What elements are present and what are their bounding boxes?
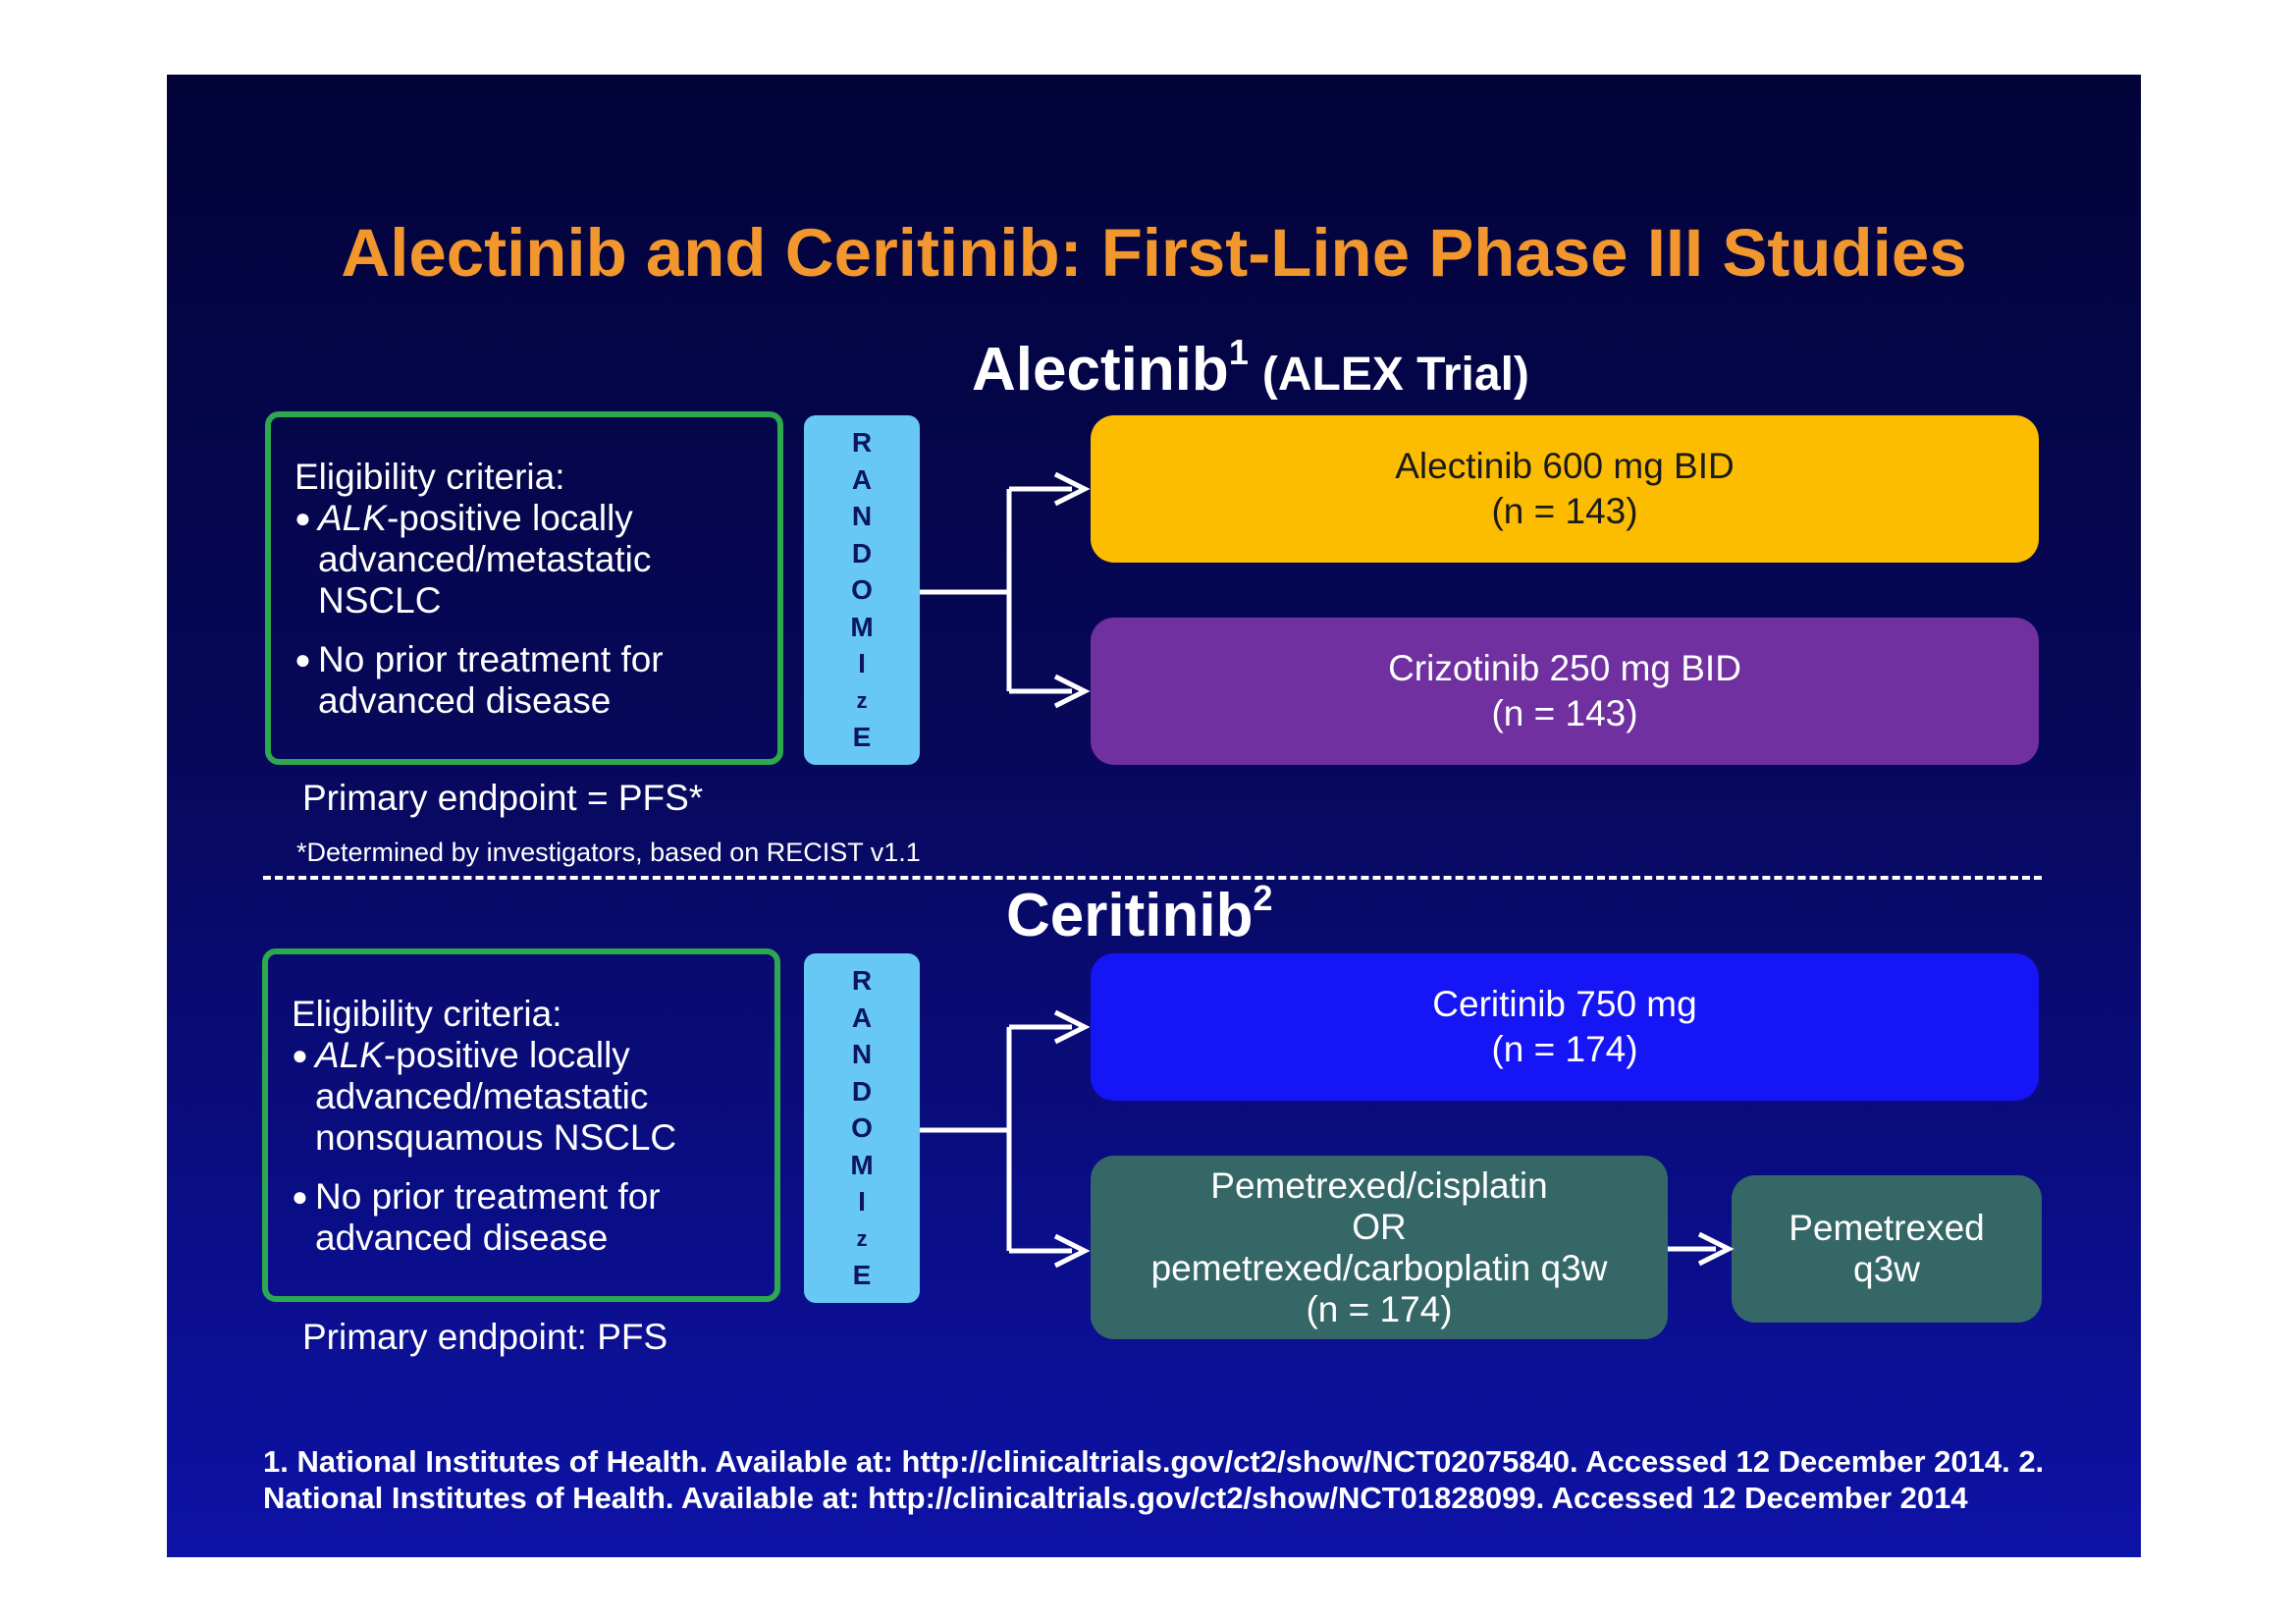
randomize-letter: M — [850, 1149, 874, 1180]
crizotinib-arm-box: Crizotinib 250 mg BID (n = 143) — [1091, 618, 2039, 765]
ceritinib-eligibility-box: Eligibility criteria: ● ALK-positive loc… — [262, 948, 780, 1302]
alectinib-arm-line1: Alectinib 600 mg BID — [1395, 446, 1735, 486]
slide-title: Alectinib and Ceritinib: First-Line Phas… — [341, 215, 1967, 291]
ceritinib-primary-endpoint: Primary endpoint: PFS — [302, 1317, 668, 1357]
alex-trial-heading: Alectinib1 (ALEX Trial) — [972, 332, 1529, 405]
ceritinib-heading-sup: 2 — [1253, 878, 1273, 918]
references: 1. National Institutes of Health. Availa… — [263, 1444, 2045, 1515]
chemo-arm-line3: pemetrexed/carboplatin q3w — [1150, 1247, 1608, 1288]
bullet-dot-icon: ● — [294, 644, 311, 675]
ceritinib-arm-box: Ceritinib 750 mg (n = 174) — [1091, 953, 2039, 1101]
alex-footnote: *Determined by investigators, based on R… — [296, 838, 921, 867]
alectinib-arm-line2: (n = 143) — [1491, 491, 1638, 531]
randomize-letter: O — [851, 1112, 873, 1144]
section-divider — [263, 876, 2042, 880]
ceritinib-arm-line1: Ceritinib 750 mg — [1432, 984, 1697, 1024]
arrowhead-icon — [1053, 674, 1091, 709]
ceritinib-bullet2-text: No prior treatment for advanced disease — [315, 1176, 661, 1258]
arrowhead-icon — [1053, 1233, 1091, 1269]
arrowhead-icon — [1053, 1009, 1091, 1045]
randomize-letter: E — [852, 1260, 872, 1291]
chemo-arm-line1: Pemetrexed/cisplatin — [1210, 1164, 1548, 1206]
pemetrexed-maintenance-box: Pemetrexed q3w — [1732, 1175, 2042, 1323]
ceritinib-eligibility-label: Eligibility criteria: — [292, 994, 562, 1034]
ceritinib-trial-heading: Ceritinib2 — [1006, 878, 1272, 950]
bullet-dot-icon: ● — [292, 1040, 308, 1070]
chemo-arm-line4: (n = 174) — [1306, 1288, 1453, 1329]
randomize-letter: R — [851, 427, 873, 459]
slide: Alectinib and Ceritinib: First-Line Phas… — [167, 75, 2141, 1557]
alex-heading-paren: (ALEX Trial) — [1261, 349, 1529, 401]
alex-alk-text: ALK — [318, 498, 387, 538]
alex-eligibility-label: Eligibility criteria: — [294, 457, 565, 497]
chemo-arm-line2: OR — [1352, 1206, 1407, 1247]
randomize-letter: E — [852, 722, 872, 753]
crizotinib-arm-line2: (n = 143) — [1491, 693, 1638, 733]
bullet-dot-icon: ● — [294, 503, 311, 533]
arrowhead-icon — [1053, 471, 1091, 507]
randomize-letter: N — [851, 501, 873, 532]
ceritinib-arm-line2: (n = 174) — [1491, 1029, 1638, 1069]
ceritinib-eligibility-bullet-2: ● No prior treatment for advanced diseas… — [292, 1176, 753, 1259]
connector-arrows — [920, 471, 1735, 1269]
alex-primary-endpoint: Primary endpoint = PFS* — [302, 778, 704, 818]
alex-eligibility-box: Eligibility criteria: ● ALK-positive loc… — [265, 411, 783, 765]
randomize-letter: I — [858, 648, 866, 679]
randomize-letter: z — [856, 1225, 868, 1251]
randomize-letter: A — [851, 463, 873, 495]
chemotherapy-arm-box: Pemetrexed/cisplatin OR pemetrexed/carbo… — [1091, 1156, 1668, 1339]
randomize-letter: D — [851, 1075, 873, 1107]
randomize-letter: D — [851, 537, 873, 568]
bullet-dot-icon: ● — [292, 1181, 308, 1212]
maintenance-line2: q3w — [1853, 1249, 1920, 1289]
randomize-letter: O — [851, 574, 873, 606]
randomize-letter: N — [851, 1039, 873, 1070]
ceritinib-eligibility-bullet-1: ● ALK-positive locally advanced/metastat… — [292, 1035, 753, 1159]
randomize-letter: z — [856, 687, 868, 713]
alex-eligibility-bullet-1: ● ALK-positive locally advanced/metastat… — [294, 498, 756, 622]
ceritinib-heading-text: Ceritinib — [1006, 882, 1254, 949]
ceritinib-bullet1-text: -positive locally advanced/metastatic no… — [315, 1035, 677, 1158]
randomize-letter: A — [851, 1001, 873, 1033]
alex-eligibility-bullet-2: ● No prior treatment for advanced diseas… — [294, 639, 756, 722]
randomize-letter: I — [858, 1186, 866, 1218]
maintenance-line1: Pemetrexed — [1789, 1208, 1985, 1248]
randomize-letter: R — [851, 965, 873, 997]
alex-bullet2-text: No prior treatment for advanced disease — [318, 639, 664, 721]
crizotinib-arm-line1: Crizotinib 250 mg BID — [1388, 648, 1741, 688]
randomize-letter: M — [850, 611, 874, 642]
alex-heading-text: Alectinib — [972, 336, 1229, 404]
alex-heading-sup: 1 — [1228, 332, 1249, 372]
alex-bullet1-text: -positive locally advanced/metastatic NS… — [318, 498, 652, 621]
alectinib-arm-box: Alectinib 600 mg BID (n = 143) — [1091, 415, 2039, 563]
ceritinib-alk-text: ALK — [315, 1035, 384, 1075]
arrowhead-icon — [1697, 1231, 1735, 1267]
